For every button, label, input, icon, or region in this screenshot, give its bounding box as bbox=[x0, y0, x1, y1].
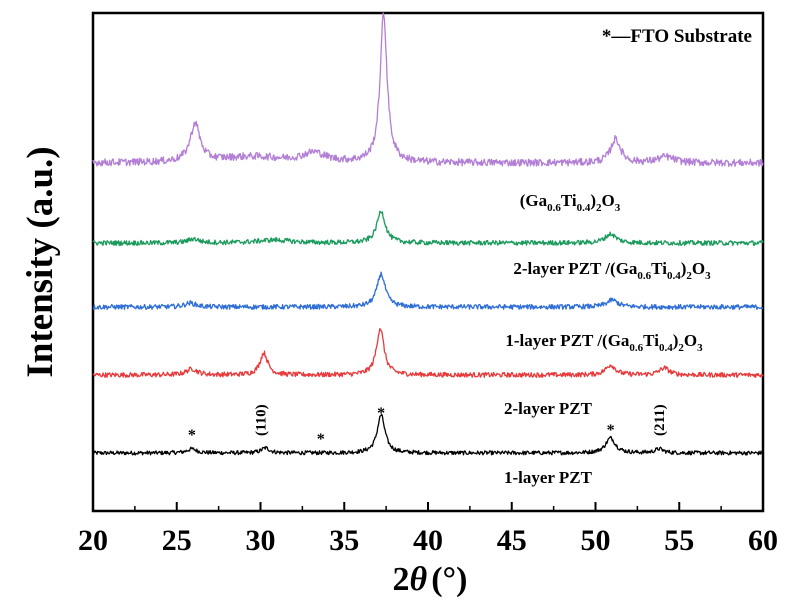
y-axis-label: Intensity (a.u.) bbox=[20, 146, 61, 377]
series-line-1-layer-pzt-ga0-6ti0-4-2o3 bbox=[92, 271, 764, 310]
legend-note: *—FTO Substrate bbox=[602, 26, 752, 47]
x-axis-label-prefix: 2 bbox=[393, 561, 410, 598]
series-label: 1-layer PZT bbox=[504, 468, 593, 487]
x-tick-label: 60 bbox=[748, 524, 778, 557]
series-label: 2-layer PZT bbox=[504, 399, 593, 418]
x-axis-ticks bbox=[92, 502, 764, 511]
x-axis-label-unit: (°) bbox=[431, 561, 467, 598]
series-line-2-layer-pzt-ga0-6ti0-4-2o3 bbox=[92, 210, 764, 247]
x-axis-tick-labels: 20 25 30 35 40 45 50 55 60 bbox=[78, 524, 778, 557]
series-line-2-layer-pzt bbox=[92, 328, 764, 378]
x-tick-label: 20 bbox=[78, 524, 108, 557]
fto-peak-marker: * bbox=[607, 422, 615, 439]
series-label: 1-layer PZT /(Ga0.6Ti0.4)2O3 bbox=[505, 331, 703, 354]
series-line-1-layer-pzt bbox=[92, 413, 764, 456]
peak-annotations: * (110) * * * (211) bbox=[188, 404, 668, 448]
x-tick-label: 45 bbox=[497, 524, 527, 557]
x-axis-label: 2θ (°) bbox=[393, 561, 468, 598]
x-tick-label: 30 bbox=[246, 524, 276, 557]
x-tick-label: 40 bbox=[413, 524, 443, 557]
fto-peak-marker: * bbox=[377, 405, 385, 422]
peak-index-label: (211) bbox=[652, 404, 668, 436]
series-label: 2-layer PZT /(Ga0.6Ti0.4)2O3 bbox=[513, 259, 711, 282]
series-group bbox=[92, 12, 764, 456]
x-tick-label: 35 bbox=[329, 524, 359, 557]
series-line-ga0-6ti0-4-2o3 bbox=[92, 12, 764, 167]
x-tick-label: 25 bbox=[162, 524, 192, 557]
fto-peak-marker: * bbox=[188, 427, 196, 444]
x-tick-label: 50 bbox=[581, 524, 611, 557]
x-tick-label: 55 bbox=[664, 524, 694, 557]
fto-peak-marker: * bbox=[317, 431, 325, 448]
series-label: (Ga0.6Ti0.4)2O3 bbox=[520, 191, 621, 214]
series-labels: 1-layer PZT 2-layer PZT 1-layer PZT /(Ga0.… bbox=[504, 191, 711, 487]
x-axis-label-symbol: θ bbox=[410, 561, 428, 598]
peak-index-label: (110) bbox=[254, 404, 270, 436]
